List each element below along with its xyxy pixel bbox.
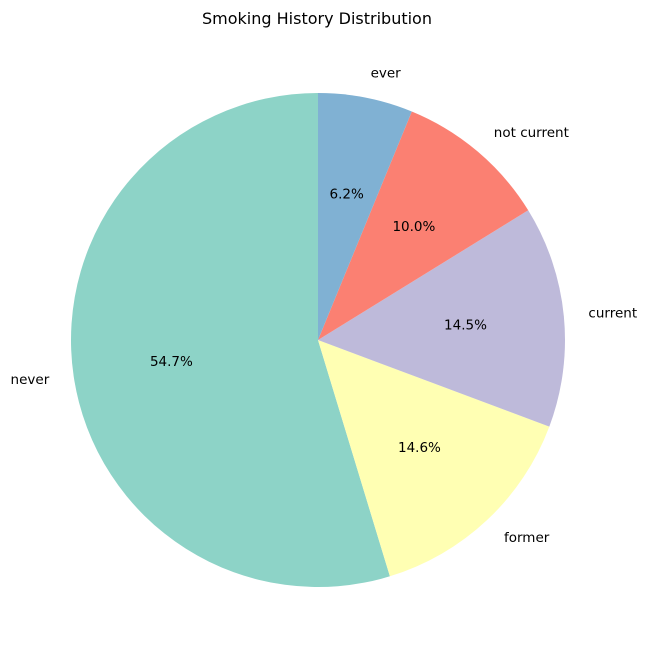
pie-category-label: current <box>588 306 637 322</box>
pie-slice-current <box>318 210 565 427</box>
pie-percent-label: 10.0% <box>392 219 435 235</box>
pie-category-label: never <box>11 372 50 388</box>
pie-slices <box>70 92 565 588</box>
pie-slice-former <box>318 340 550 577</box>
pie-category-labels: never former current not current ever <box>11 65 638 546</box>
pie-percent-label: 6.2% <box>330 187 364 203</box>
pie-category-label: not current <box>494 125 569 141</box>
pie-category-label: former <box>504 530 550 546</box>
pie-slice-not-current <box>318 111 529 341</box>
pie-percent-labels: 54.7% 14.6% 14.5% 10.0% 6.2% <box>150 187 487 456</box>
pie-category-label: ever <box>371 65 402 81</box>
chart-title: Smoking History Distribution <box>202 9 432 28</box>
pie-slice-ever <box>318 93 412 340</box>
pie-percent-label: 14.6% <box>398 440 441 456</box>
pie-percent-label: 54.7% <box>150 354 193 370</box>
pie-slice-never <box>70 92 390 588</box>
pie-percent-label: 14.5% <box>444 318 487 334</box>
